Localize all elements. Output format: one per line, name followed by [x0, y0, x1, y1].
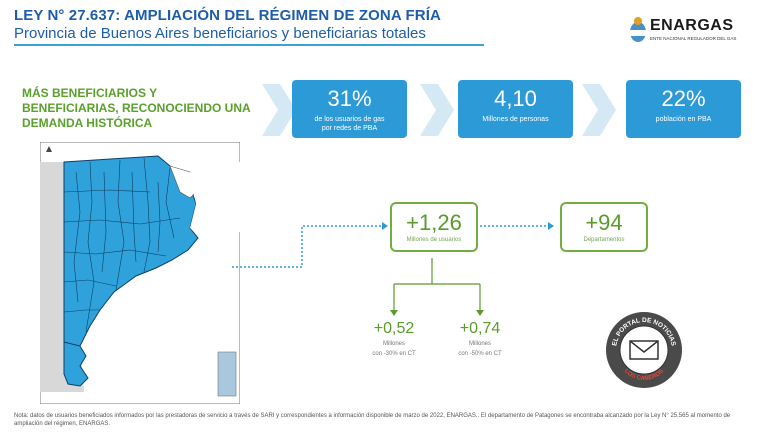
departments-box: +94 Departamentos [560, 202, 648, 252]
envelope-icon [629, 340, 659, 360]
breakdown-desc: con -30% en CT [372, 351, 416, 357]
headline-text: MÁS BENEFICIARIOS Y BENEFICIARIAS, RECON… [22, 86, 251, 130]
footnote: Nota: datos de usuarios beneficiados inf… [14, 413, 731, 427]
stat-value: 4,10 [494, 86, 537, 111]
new-users-value: +1,26 [406, 210, 462, 235]
stat-label: de los usuarios de gas por redes de PBA [314, 116, 385, 132]
buenos-aires-province-map [40, 142, 240, 404]
stat-value: 31% [327, 86, 372, 111]
breakdown-value: +0,74 [459, 320, 501, 337]
new-users-label: Millones de usuarios [406, 237, 462, 243]
logo-tagline: ENTE NACIONAL REGULADOR DEL GAS [650, 36, 737, 41]
breakdown-unit: Millones [382, 341, 405, 347]
news-portal-watermark: EL PORTAL DE NOTICIAS LOS CAÑEROS [606, 312, 682, 388]
chevron-arrow-icon [420, 84, 454, 136]
breakdown-item: +0,52 Millones con -30% en CT [359, 320, 429, 358]
departments-label: Departamentos [583, 237, 625, 243]
coat-of-arms-icon [630, 17, 646, 42]
breakdown-unit: Millones [468, 341, 491, 347]
page-title: LEY N° 27.637: AMPLIACIÓN DEL RÉGIMEN DE… [14, 7, 441, 24]
departments-value: +94 [585, 210, 623, 235]
stat-box-population: 22% población en PBA [626, 80, 741, 138]
stat-value: 22% [661, 86, 706, 111]
breakdown-desc: con -50% en CT [458, 351, 502, 357]
chevron-arrow-icon [262, 84, 296, 136]
stat-label: población en PBA [655, 116, 712, 123]
title-underline [14, 44, 484, 46]
page-subtitle: Provincia de Buenos Aires beneficiarios … [14, 25, 426, 42]
chevron-arrow-icon [582, 84, 616, 136]
breakdown-value: +0,52 [373, 320, 415, 337]
new-users-box: +1,26 Millones de usuarios [390, 202, 478, 252]
stat-label: Millones de personas [482, 116, 549, 123]
logo-name: ENARGAS [650, 17, 734, 34]
stat-box-persons: 4,10 Millones de personas [458, 80, 573, 138]
breakdown-item: +0,74 Millones con -50% en CT [445, 320, 515, 358]
enargas-logo: ENARGAS ENTE NACIONAL REGULADOR DEL GAS [628, 14, 748, 50]
stat-box-users-share: 31% de los usuarios de gas por redes de … [292, 80, 407, 138]
